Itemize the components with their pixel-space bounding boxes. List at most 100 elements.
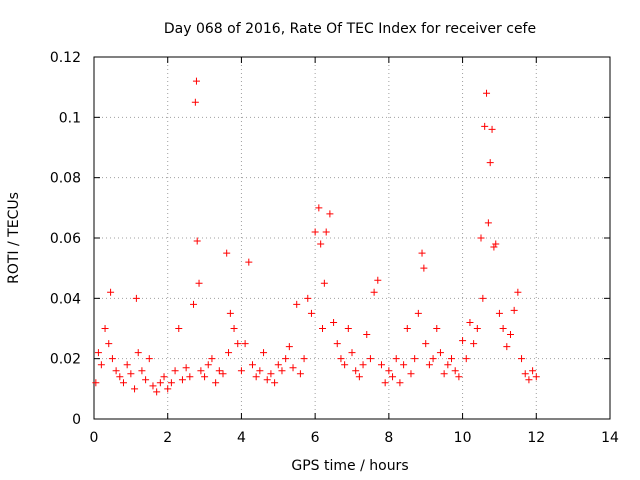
chart-title: Day 068 of 2016, Rate Of TEC Index for r… <box>164 21 536 37</box>
data-point <box>142 376 150 384</box>
data-point <box>94 349 102 357</box>
data-point <box>134 349 142 357</box>
data-point <box>479 294 487 302</box>
data-point <box>256 367 264 375</box>
data-point <box>315 204 323 212</box>
data-point <box>190 300 198 308</box>
y-tick-label: 0.02 <box>50 352 81 368</box>
y-axis-ticks: 0 0.02 0.04 0.06 0.08 0.1 0.12 <box>50 50 610 428</box>
x-tick-label: 0 <box>90 430 99 446</box>
data-point <box>525 376 533 384</box>
data-point <box>518 355 526 363</box>
data-point <box>153 388 161 396</box>
data-point <box>429 355 437 363</box>
data-point <box>293 300 301 308</box>
data-point <box>330 318 338 326</box>
x-tick-label: 8 <box>384 430 393 446</box>
y-tick-label: 0.1 <box>59 110 81 126</box>
data-point <box>234 340 242 348</box>
data-point <box>352 367 360 375</box>
data-point <box>317 240 325 248</box>
data-point <box>178 376 186 384</box>
data-point <box>348 349 356 357</box>
data-point <box>451 367 459 375</box>
x-tick-label: 12 <box>527 430 545 446</box>
data-point <box>119 379 127 387</box>
data-point <box>486 159 494 167</box>
data-point <box>433 325 441 332</box>
data-point <box>225 349 233 357</box>
data-point <box>385 367 393 375</box>
y-tick-label: 0.04 <box>50 291 81 307</box>
data-point <box>425 361 433 369</box>
data-point <box>131 385 139 393</box>
data-point <box>532 373 540 381</box>
data-point <box>529 367 537 375</box>
data-point <box>123 361 131 369</box>
data-point <box>514 288 522 296</box>
data-point <box>420 264 428 272</box>
data-point <box>319 325 327 332</box>
x-tick-label: 14 <box>601 430 619 446</box>
data-point <box>208 355 216 363</box>
data-point <box>192 77 200 85</box>
data-point <box>455 373 463 381</box>
x-tick-label: 4 <box>237 430 246 446</box>
data-point <box>477 234 485 242</box>
data-point <box>245 258 253 266</box>
data-point <box>448 355 456 363</box>
data-point <box>160 373 168 381</box>
data-point <box>108 355 116 363</box>
data-point <box>149 382 157 390</box>
data-point <box>252 373 260 381</box>
data-point <box>195 279 203 287</box>
data-point <box>344 325 352 332</box>
data-point <box>226 309 234 317</box>
plot-frame <box>93 56 611 420</box>
y-tick-label: 0 <box>72 412 81 428</box>
y-axis-title: ROTI / TECUs <box>6 192 22 284</box>
data-point <box>138 367 146 375</box>
data-point <box>422 340 430 348</box>
data-point <box>503 343 511 351</box>
data-point <box>274 361 282 369</box>
y-tick-label: 0.12 <box>50 50 81 66</box>
data-point <box>145 355 153 363</box>
data-point <box>337 355 345 363</box>
x-axis-ticks: 0 2 4 6 8 10 12 14 <box>90 57 619 446</box>
data-point <box>490 243 498 251</box>
data-point <box>411 355 419 363</box>
data-point <box>212 379 220 387</box>
data-point <box>92 379 100 387</box>
x-axis-title: GPS time / hours <box>291 458 408 474</box>
data-point <box>175 325 183 332</box>
data-point <box>105 340 113 348</box>
data-point <box>204 361 212 369</box>
data-point <box>510 306 518 314</box>
data-point <box>466 318 474 326</box>
data-point <box>355 373 363 381</box>
data-point <box>341 361 349 369</box>
data-point <box>215 367 223 375</box>
data-point <box>223 249 231 257</box>
data-point <box>495 309 503 317</box>
data-point <box>403 325 411 332</box>
data-point <box>389 373 397 381</box>
data-point <box>320 279 328 287</box>
data-point <box>418 249 426 257</box>
data-point <box>481 122 489 130</box>
data-point <box>307 309 315 317</box>
data-point <box>484 219 492 227</box>
data-point <box>436 349 444 357</box>
data-point <box>370 288 378 296</box>
data-point <box>182 364 190 372</box>
data-point <box>506 331 514 339</box>
x-tick-label: 10 <box>454 430 472 446</box>
data-point <box>492 240 500 248</box>
y-tick-label: 0.08 <box>50 171 81 187</box>
data-point <box>186 373 194 381</box>
data-point <box>488 125 496 133</box>
data-point <box>132 294 140 302</box>
data-point <box>116 373 124 381</box>
